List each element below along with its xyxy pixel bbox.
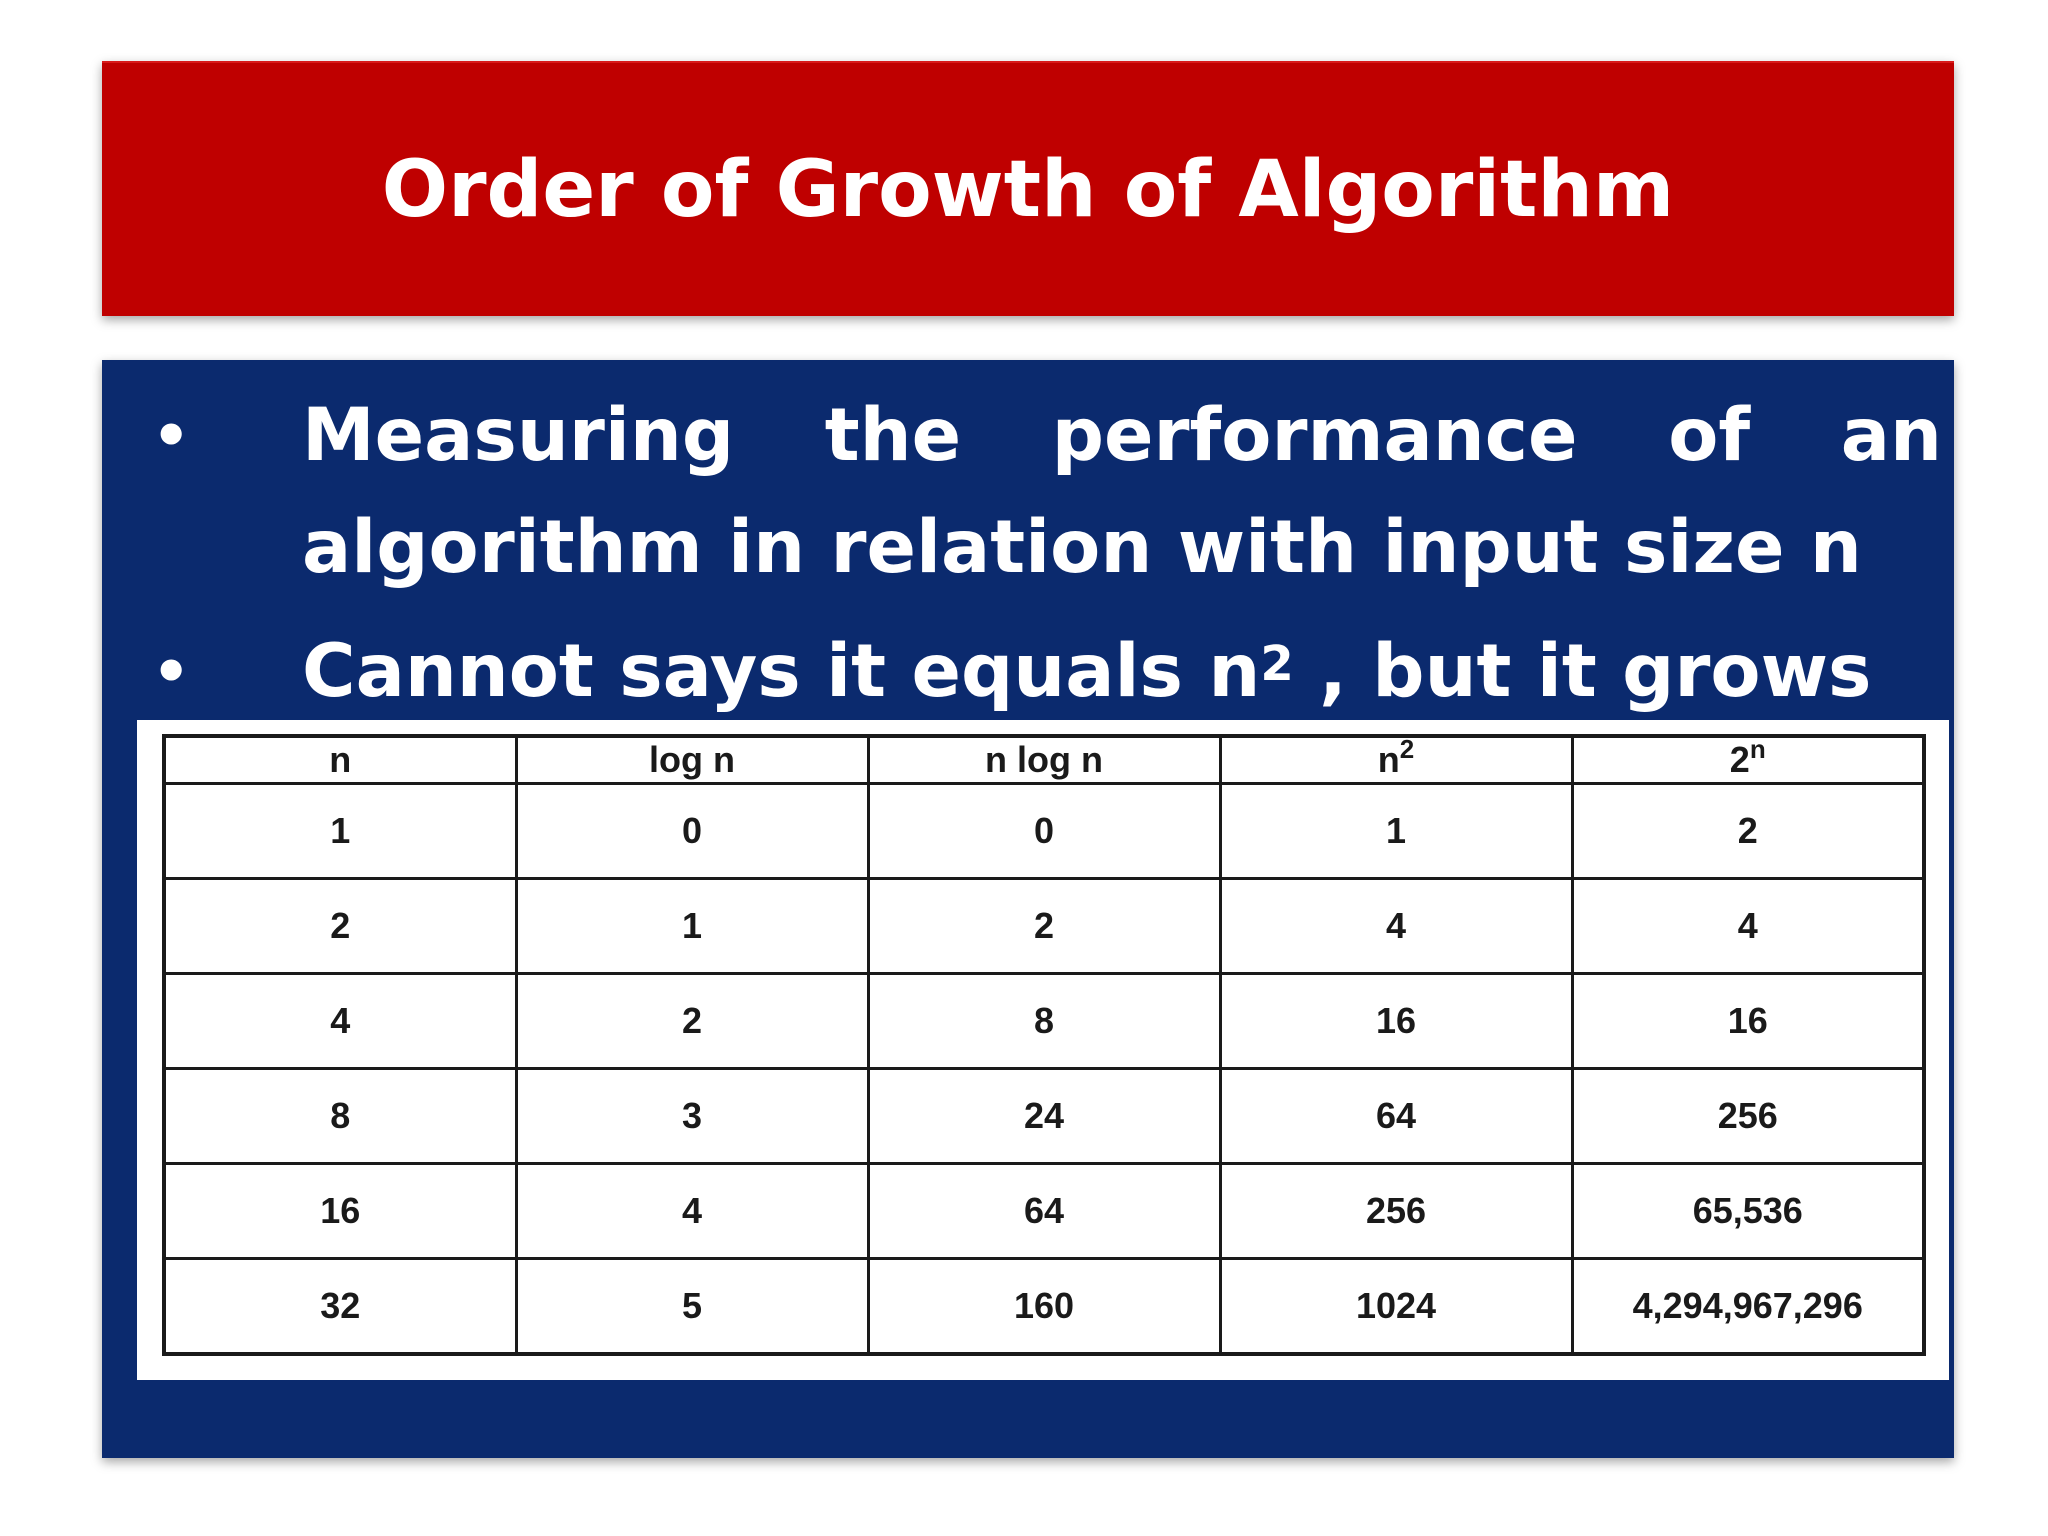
header-exponent: 2: [1399, 734, 1415, 764]
table-cell: 16: [162, 1161, 518, 1260]
table-cell: 3: [514, 1066, 870, 1165]
growth-table: n log n n log n n2 2n 1 0 0 1 2 2 1: [162, 734, 1926, 1356]
table-cell: 16: [1218, 971, 1574, 1070]
header-cell-n-log-n: n log n: [866, 734, 1222, 785]
content-box: • Measuring the performance of an algori…: [102, 360, 1954, 1458]
header-cell-n: n: [162, 734, 518, 785]
bullet-dot-icon: •: [152, 401, 191, 471]
table-cell: 2: [162, 876, 518, 975]
table-cell: 160: [866, 1256, 1222, 1356]
table-panel: n log n n log n n2 2n 1 0 0 1 2 2 1: [137, 720, 1949, 1380]
table-cell: 4: [514, 1161, 870, 1260]
table-cell: 65,536: [1570, 1161, 1926, 1260]
table-row: 8 3 24 64 256: [162, 1066, 1926, 1165]
table-row: 32 5 160 1024 4,294,967,296: [162, 1256, 1926, 1356]
table-cell: 1: [162, 782, 518, 880]
table-cell: 256: [1218, 1161, 1574, 1260]
table-cell: 16: [1570, 971, 1926, 1070]
table-cell: 8: [162, 1066, 518, 1165]
table-cell: 1: [514, 876, 870, 975]
table-cell: 64: [866, 1161, 1222, 1260]
title-bar: Order of Growth of Algorithm: [102, 61, 1954, 316]
bullet-dot-icon: •: [152, 637, 191, 707]
table-cell: 1: [1218, 782, 1574, 880]
slide-title: Order of Growth of Algorithm: [381, 144, 1675, 235]
superscript: 2: [1260, 636, 1294, 692]
table-row: 4 2 8 16 16: [162, 971, 1926, 1070]
bullet-text: Cannot says it equals n: [302, 629, 1261, 714]
table-cell: 5: [514, 1256, 870, 1356]
header-base: 2: [1729, 739, 1750, 780]
table-cell: 1024: [1218, 1256, 1574, 1356]
table-cell: 8: [866, 971, 1222, 1070]
table-cell: 4: [1570, 876, 1926, 975]
table-cell: 0: [514, 782, 870, 880]
table-cell: 2: [866, 876, 1222, 975]
table-cell: 32: [162, 1256, 518, 1356]
table-row: 16 4 64 256 65,536: [162, 1161, 1926, 1260]
table-cell: 4: [1218, 876, 1574, 975]
bullet-item: • Measuring the performance of an algori…: [122, 380, 1942, 604]
table-row: 2 1 2 4 4: [162, 876, 1926, 975]
table-cell: 4: [162, 971, 518, 1070]
table-cell: 24: [866, 1066, 1222, 1165]
table-cell: 256: [1570, 1066, 1926, 1165]
table-cell: 0: [866, 782, 1222, 880]
header-exponent: n: [1749, 734, 1766, 764]
table-cell: 2: [1570, 782, 1926, 880]
table-cell: 4,294,967,296: [1570, 1256, 1926, 1356]
header-cell-log-n: log n: [514, 734, 870, 785]
table-cell: 64: [1218, 1066, 1574, 1165]
header-cell-n-squared: n2: [1218, 734, 1574, 785]
bullet-text: Measuring the performance of an algorith…: [302, 393, 1942, 590]
table-header-row: n log n n log n n2 2n: [162, 734, 1926, 785]
header-base: n: [1377, 739, 1400, 780]
table-row: 1 0 0 1 2: [162, 782, 1926, 880]
table-cell: 2: [514, 971, 870, 1070]
header-cell-two-power-n: 2n: [1570, 734, 1926, 785]
